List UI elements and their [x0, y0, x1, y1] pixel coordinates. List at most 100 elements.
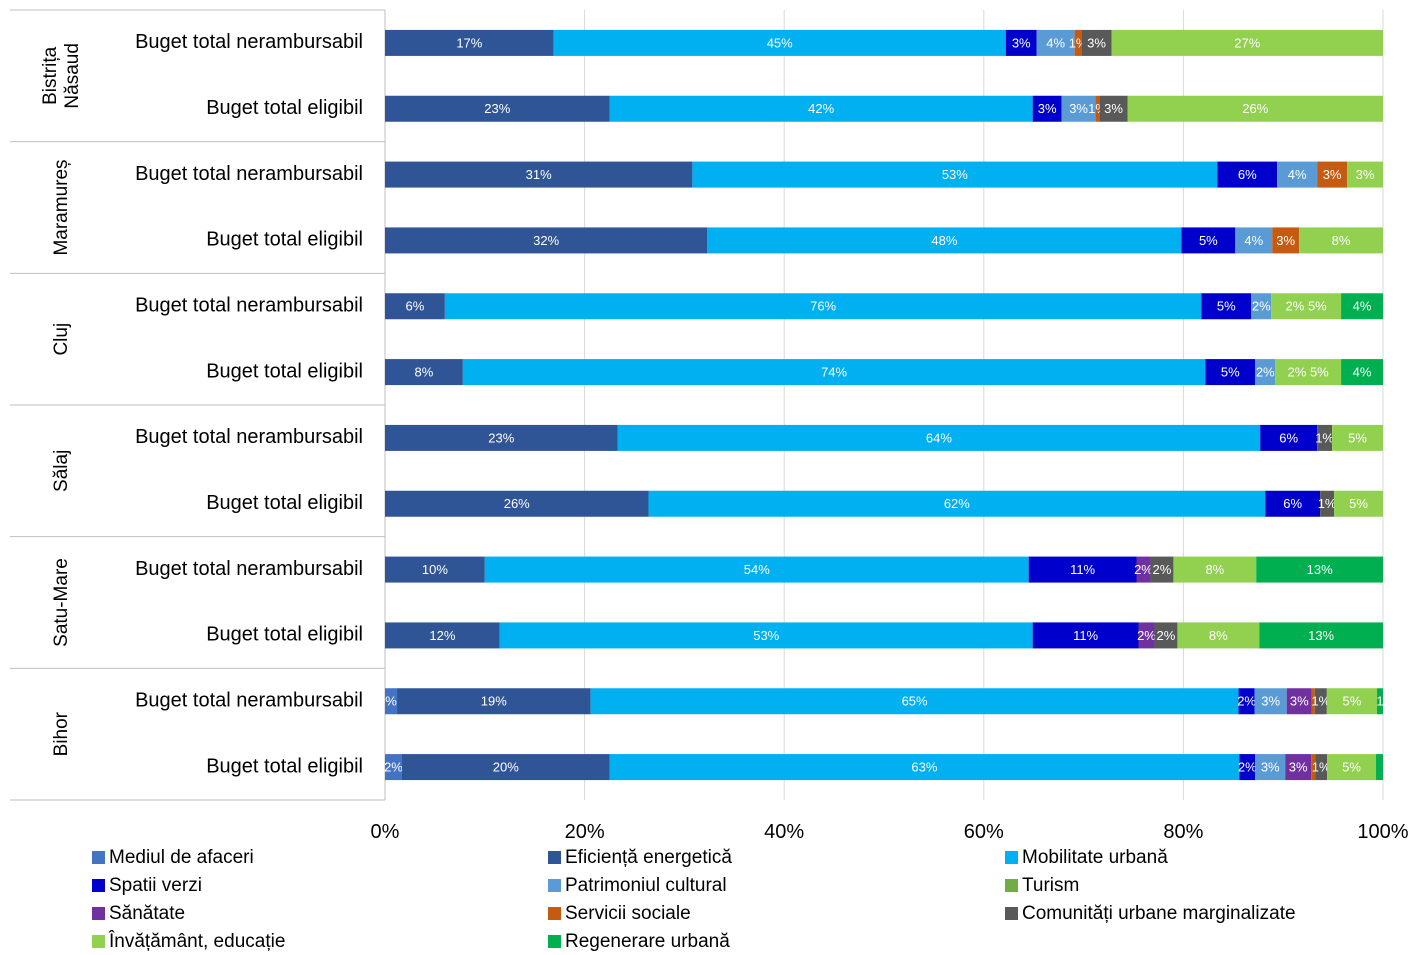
legend-swatch: [548, 851, 561, 864]
data-label: 26%: [504, 496, 530, 511]
bar-segment: [1255, 359, 1276, 386]
data-label: 23%: [484, 101, 510, 116]
data-label: 3%: [1038, 101, 1057, 116]
data-label: 3%: [1276, 233, 1295, 248]
bar-segment: [1205, 359, 1256, 386]
x-tick-label: 0%: [371, 821, 400, 843]
data-label: 5%: [1343, 694, 1362, 709]
category-label: Buget total eligibil: [206, 492, 363, 514]
data-label: 3%: [1356, 167, 1375, 182]
bar-segment: [462, 359, 1206, 386]
bar-segment: [1239, 754, 1256, 781]
data-label: 2%: [1134, 562, 1153, 577]
bar-segment: [1255, 754, 1286, 781]
bar-segment: [484, 556, 1029, 583]
data-label: 3%: [1261, 760, 1280, 775]
legend: Mediul de afaceri Eficiență energetică Mob…: [92, 847, 1296, 952]
data-label: 2%: [1238, 760, 1257, 775]
data-label: 6%: [1279, 430, 1298, 445]
group-dividers: [10, 9, 386, 801]
legend-label: Mediul de afaceri: [109, 847, 254, 868]
legend-label: Comunități urbane marginalizate: [1022, 903, 1296, 924]
legend-label: Spatii verzi: [109, 875, 202, 896]
category-label: Buget total nerambursabil: [135, 31, 363, 53]
bar-segment: [1317, 424, 1333, 451]
bar-segment: [385, 754, 402, 781]
bar-segment: [385, 29, 554, 56]
data-label: 11%: [1070, 562, 1095, 577]
data-label: 4%: [1244, 233, 1263, 248]
gridlines: [584, 10, 1384, 800]
data-label: 2%: [1252, 299, 1271, 314]
x-tick-label: 40%: [764, 821, 804, 843]
legend-swatch: [1005, 907, 1018, 920]
legend-label: Turism: [1022, 875, 1079, 896]
data-label: 62%: [944, 496, 970, 511]
data-label: 10%: [422, 562, 448, 577]
data-label: 64%: [926, 430, 952, 445]
legend-swatch: [92, 879, 105, 892]
x-tick-label: 100%: [1357, 821, 1408, 843]
group-label: Năsaud: [62, 43, 83, 109]
bar-segment: [1256, 556, 1383, 583]
bar-segment: [590, 688, 1239, 715]
bar-segment: [1181, 227, 1236, 254]
legend-swatch: [1005, 879, 1018, 892]
bar-segment: [401, 754, 610, 781]
legend-label: Eficiență energetică: [565, 847, 732, 868]
legend-swatch: [92, 935, 105, 948]
bar-segment: [1081, 29, 1112, 56]
data-label: 76%: [810, 299, 836, 314]
data-label: 5%: [1342, 760, 1361, 775]
bar-segment: [1311, 688, 1315, 715]
data-label: 42%: [808, 101, 834, 116]
data-label: 3%: [1069, 101, 1088, 116]
data-label: 2%: [1237, 694, 1256, 709]
legend-swatch: [1005, 851, 1018, 864]
group-labels: Bistrița Năsaud Maramureș Cluj Sălaj Satu-Mar…: [40, 43, 83, 756]
data-label: 1%: [1315, 430, 1334, 445]
bar-segment: [1028, 556, 1137, 583]
group-label: Bistrița: [40, 46, 61, 105]
bar-segment: [1320, 490, 1335, 517]
data-label: 2%: [1153, 562, 1172, 577]
data-label: 53%: [753, 628, 779, 643]
legend-label: Mobilitate urbană: [1022, 847, 1168, 868]
bar-segment: [385, 424, 618, 451]
data-label: 6%: [406, 299, 425, 314]
bar-segment: [1251, 293, 1272, 320]
bar-segment: [1317, 161, 1348, 188]
bar-segment: [1271, 293, 1342, 320]
bar-segment: [617, 424, 1261, 451]
bar-segment: [1127, 95, 1383, 122]
data-label: 13%: [1307, 562, 1333, 577]
legend-swatch: [92, 907, 105, 920]
category-label: Buget total nerambursabil: [135, 163, 363, 185]
x-tick-label: 80%: [1163, 821, 1203, 843]
bar-segment: [1238, 688, 1255, 715]
bar-segment: [1277, 161, 1318, 188]
data-label: 26%: [1242, 101, 1268, 116]
bar-segment: [1150, 556, 1174, 583]
bar-segment: [1061, 95, 1096, 122]
bar-segment: [707, 227, 1182, 254]
data-label: 20%: [493, 760, 519, 775]
bar-segment: [1299, 227, 1383, 254]
data-label: 5%: [1349, 496, 1368, 511]
category-label: Buget total eligibil: [206, 360, 363, 382]
bar-segment: [1275, 359, 1342, 386]
data-label: 3%: [1290, 694, 1309, 709]
data-label: 3%: [1261, 694, 1280, 709]
data-label: 1: [1376, 694, 1383, 709]
legend-swatch: [548, 935, 561, 948]
data-label: 74%: [821, 365, 847, 380]
data-label: 3%: [1012, 35, 1031, 50]
data-label: 6%: [1238, 167, 1257, 182]
data-label: 5%: [1217, 299, 1236, 314]
data-label: 19%: [481, 694, 507, 709]
data-label: 5%: [1199, 233, 1218, 248]
legend-label: Sănătate: [109, 903, 185, 924]
bar-segment: [1265, 490, 1321, 517]
bar-segment: [385, 161, 693, 188]
